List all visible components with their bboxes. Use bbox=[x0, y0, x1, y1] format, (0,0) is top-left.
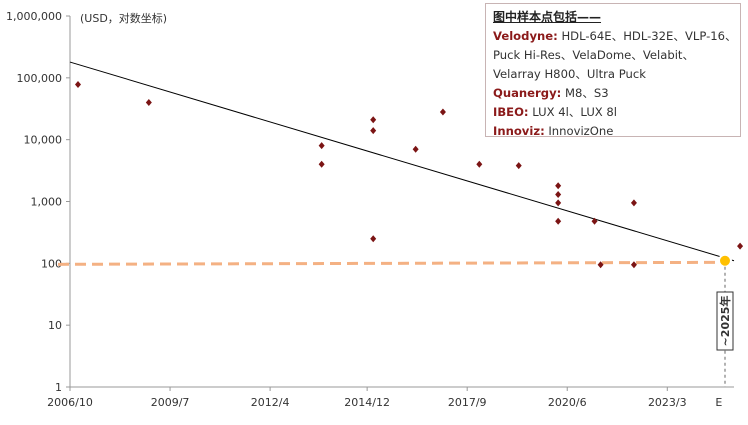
legend: 图中样本点包括—— Velodyne: HDL-64E、HDL-32E、VLP-… bbox=[485, 3, 741, 138]
legend-entry-velodyne-cont-1: Puck Hi-Res、VelaDome、Velabit、 bbox=[493, 48, 695, 62]
data-point bbox=[439, 108, 446, 116]
x-tick-label: 2014/12 bbox=[344, 396, 390, 409]
legend-models: InnovizOne bbox=[548, 124, 614, 138]
legend-models: HDL-64E、HDL-32E、VLP-16、 bbox=[561, 29, 737, 43]
data-point bbox=[370, 127, 377, 135]
x-tick-label: 2017/9 bbox=[448, 396, 487, 409]
annotation-label: ~2025年 bbox=[718, 296, 732, 347]
data-point bbox=[630, 261, 637, 269]
x-tick-label: 2009/7 bbox=[151, 396, 190, 409]
data-points bbox=[75, 81, 744, 269]
data-point bbox=[515, 162, 522, 170]
data-point bbox=[555, 190, 562, 198]
data-point bbox=[555, 217, 562, 225]
legend-models: LUX 4l、LUX 8l bbox=[532, 105, 618, 119]
data-point bbox=[630, 199, 637, 207]
x-axis: 2006/10 2009/7 2012/4 2014/12 2017/9 2020/6 20… bbox=[47, 386, 734, 409]
x-tick-label: 2006/10 bbox=[47, 396, 93, 409]
data-point bbox=[75, 81, 81, 89]
reference-line-100 bbox=[57, 260, 727, 266]
y-tick-label: 1,000,000 bbox=[6, 10, 62, 23]
y-tick-label: 10 bbox=[48, 319, 62, 332]
data-point bbox=[597, 261, 604, 269]
y-tick-label: 10,000 bbox=[24, 134, 63, 147]
data-point bbox=[737, 242, 744, 250]
data-point bbox=[318, 142, 325, 150]
data-point bbox=[555, 199, 562, 207]
data-point bbox=[476, 160, 483, 168]
legend-entry-ibeo: IBEO: LUX 4l、LUX 8l bbox=[493, 103, 733, 122]
legend-maker: Innoviz: bbox=[493, 124, 545, 138]
data-point bbox=[555, 182, 562, 190]
highlight-point bbox=[718, 253, 732, 268]
legend-maker: Quanergy: bbox=[493, 86, 562, 100]
year-annotation: ~2025年 bbox=[716, 266, 734, 387]
legend-entry-velodyne-cont-2: Velarray H800、Ultra Puck bbox=[493, 67, 646, 81]
data-point bbox=[591, 217, 598, 225]
legend-entry-quanergy: Quanergy: M8、S3 bbox=[493, 84, 733, 103]
trend-line bbox=[69, 61, 735, 262]
y-tick-label: 100,000 bbox=[17, 72, 63, 85]
legend-models: M8、S3 bbox=[564, 86, 609, 100]
legend-entry-innoviz: Innoviz: InnovizOne bbox=[493, 122, 733, 141]
data-point bbox=[412, 145, 419, 153]
data-point bbox=[145, 98, 152, 106]
data-point bbox=[318, 160, 325, 168]
legend-maker: Velodyne: bbox=[493, 29, 558, 43]
y-tick-label: 1 bbox=[55, 381, 62, 394]
y-tick-label: 1,000 bbox=[31, 196, 63, 209]
legend-title: 图中样本点包括—— bbox=[493, 10, 602, 24]
legend-maker: IBEO: bbox=[493, 105, 529, 119]
x-tick-label: 2020/6 bbox=[548, 396, 587, 409]
y-axis: 1 10 100 1,000 10,000 100,000 1,000,000 bbox=[6, 10, 71, 394]
x-tick-label: 2012/4 bbox=[251, 396, 290, 409]
y-axis-label: (USD，对数坐标) bbox=[80, 11, 167, 25]
trend-and-reference-lines bbox=[57, 61, 735, 266]
data-point bbox=[370, 235, 377, 243]
y-tick-label: 100 bbox=[41, 257, 62, 270]
data-point bbox=[370, 116, 377, 124]
x-tick-label: E bbox=[715, 396, 722, 409]
x-tick-label: 2023/3 bbox=[648, 396, 687, 409]
annotation-box bbox=[716, 291, 734, 351]
legend-entry-velodyne: Velodyne: HDL-64E、HDL-32E、VLP-16、 bbox=[493, 27, 737, 46]
